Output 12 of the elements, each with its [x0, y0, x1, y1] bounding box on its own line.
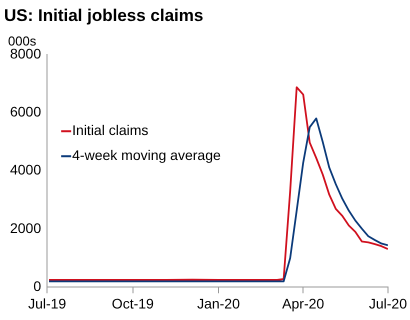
x-tick-label: Jul-19 [28, 295, 66, 312]
x-tick-label: Jul-20 [368, 295, 408, 312]
x-tick-label: Jan-20 [197, 295, 240, 312]
x-tick-label: Oct-19 [112, 295, 154, 312]
y-tick-label: 4000 [10, 162, 42, 178]
y-tick-label: 2000 [10, 220, 42, 236]
legend-label: Initial claims [72, 122, 148, 138]
chart-title: US: Initial jobless claims [4, 6, 204, 25]
x-tick-label: Apr-20 [282, 295, 324, 312]
legend-label: 4-week moving average [72, 147, 221, 164]
y-tick-label: 0 [33, 278, 42, 294]
y-tick-label: 6000 [10, 103, 42, 120]
